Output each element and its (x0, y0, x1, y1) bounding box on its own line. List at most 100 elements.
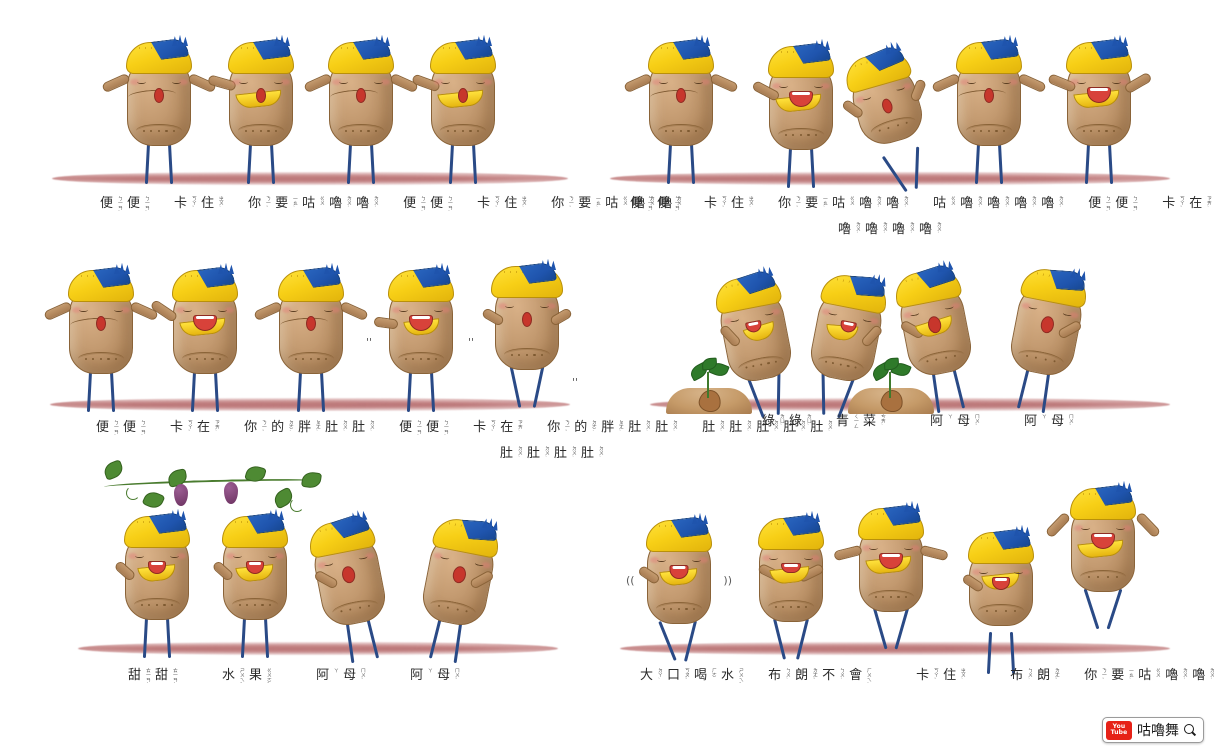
grape-vine (96, 456, 328, 518)
character-potato-r1r-1 (623, 34, 739, 185)
character-potato-r1l-3 (303, 34, 419, 185)
ground-strip-row1-right (610, 172, 1170, 185)
character-potato-r1l-4 (411, 34, 502, 185)
bopomofo-annotation: ㄚ (948, 414, 953, 420)
character-potato-r3r-4 (961, 524, 1040, 675)
lyric-char: 阿ㄚ (930, 414, 953, 429)
headband-tuft (172, 34, 188, 46)
search-icon[interactable] (1184, 723, 1197, 737)
lyric-char: 咕ㄍㄨ (1138, 668, 1161, 683)
vine-tendril (126, 486, 140, 500)
bopomofo-annotation: ㄍㄨ (623, 196, 629, 207)
bopomofo-annotation: ㄉㄜ ˙ (289, 420, 294, 436)
lyrics-row2-left: 便ㄅ一ㄢ ˋ 便ㄅ一ㄢ ˋ 卡ㄎㄚ ˇ 在ㄗㄞ ˋ 你ㄋ一 ˇ 的ㄉㄜ ˙ 胖ㄆㄤ ˋ 肚ㄉㄨ ˋ 肚ㄉㄨ ˋ 便ㄅ… (96, 420, 834, 440)
lyric-char: 阿ㄚ (1024, 414, 1047, 429)
bopomofo-annotation: ㄚ (428, 668, 433, 674)
grape-bunch (224, 482, 238, 504)
face (130, 78, 188, 104)
youtube-search-badge[interactable]: You Tube 咕嚕舞 (1102, 717, 1204, 743)
lyric-char: 青ㄑ一ㄥ (836, 414, 859, 430)
vine-leaf (101, 459, 126, 481)
bopomofo-annotation: ㄍㄨ (320, 196, 325, 207)
character-potato-r2l-4: '' '' (366, 262, 474, 413)
